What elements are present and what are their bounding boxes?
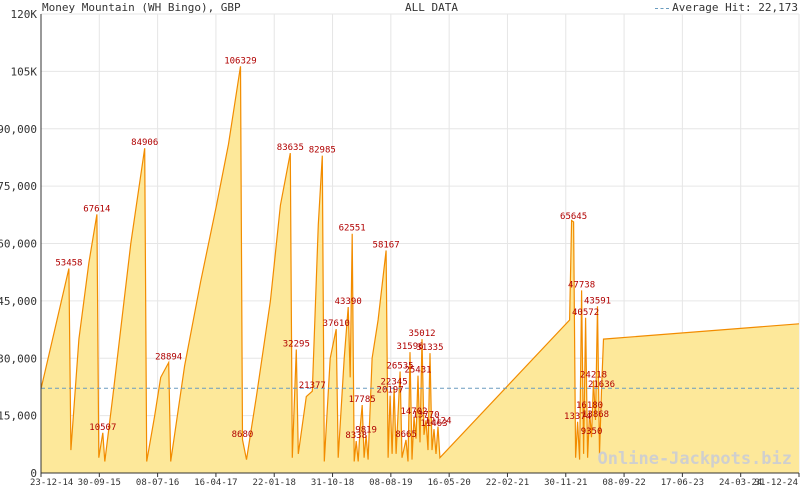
x-tick-label: 08-08-19 [369,478,412,488]
average-line-swatch [655,7,670,9]
x-tick-label: 23-12-14 [30,478,73,488]
hit-value-label: 43591 [584,296,611,306]
x-tick-label: 08-09-22 [602,478,645,488]
hit-value-label: 43390 [335,297,362,307]
range-label: ALL DATA [405,1,458,14]
y-tick-label: 60,000 [0,238,37,251]
hit-value-label: 53458 [55,259,82,269]
site-watermark: Online-Jackpots.biz [598,449,792,469]
x-tick-label: 31-12-24 [755,478,798,488]
x-tick-label: 08-07-16 [136,478,179,488]
hit-value-label: 14702 [400,407,427,417]
hit-value-label: 13770 [412,410,439,420]
x-tick-label: 24-03-24 [719,478,762,488]
chart-title: Money Mountain (WH Bingo), GBP [42,1,241,14]
hit-value-label: 13374 [564,412,591,422]
hit-value-label: 84906 [131,138,158,148]
hit-value-label: 12124 [424,417,451,427]
hit-value-label: 31596 [396,342,423,352]
hit-value-label: 40572 [572,308,599,318]
hit-value-label: 32295 [283,339,310,349]
hit-value-label: 8665 [395,430,417,440]
hit-value-label: 22345 [381,378,408,388]
hit-value-label: 8338 [345,431,367,441]
y-tick-label: 45,000 [0,295,37,308]
y-tick-label: 30,000 [0,352,37,365]
jackpot-area-fill [41,66,799,474]
hit-value-label: 26535 [387,362,414,372]
hit-value-label: 62551 [339,224,366,234]
x-tick-label: 17-06-23 [661,478,704,488]
hit-value-label: 83635 [277,143,304,153]
average-hit-legend-label: Average Hit: 22,173 [672,1,798,14]
y-tick-label: 120K [11,8,38,21]
hit-value-label: 9350 [581,427,603,437]
hit-value-label: 28894 [155,352,182,362]
y-tick-label: 105K [11,65,38,78]
hit-value-label: 58167 [373,241,400,251]
hit-value-label: 21636 [588,380,615,390]
x-tick-label: 31-10-18 [311,478,354,488]
hit-value-label: 17785 [349,395,376,405]
hit-value-label: 47738 [568,280,595,290]
x-tick-label: 22-01-18 [253,478,296,488]
y-tick-label: 75,000 [0,180,37,193]
hit-value-label: 16180 [576,401,603,411]
hit-value-label: 67614 [83,204,110,214]
hit-value-label: 20197 [377,386,404,396]
x-tick-label: 22-02-21 [486,478,529,488]
y-tick-label: 0 [30,467,37,480]
hit-value-label: 8680 [232,430,254,440]
hit-value-label: 13868 [582,410,609,420]
hit-value-label: 37610 [323,319,350,329]
hit-value-label: 106329 [224,56,257,66]
x-tick-label: 16-05-20 [427,478,470,488]
x-tick-label: 16-04-17 [194,478,237,488]
hit-value-label: 21377 [299,381,326,391]
hit-value-label: 10507 [89,423,116,433]
hit-value-label: 11463 [420,419,447,429]
hit-value-label: 9819 [355,425,377,435]
hit-value-label: 82985 [309,146,336,156]
jackpot-series-line [40,66,800,462]
y-tick-label: 15,000 [0,410,37,423]
hit-value-label: 25431 [404,366,431,376]
x-tick-label: 30-09-15 [78,478,121,488]
hit-value-label: 24218 [580,370,607,380]
y-tick-label: 90,000 [0,123,37,136]
hit-value-label: 65645 [560,212,587,222]
x-tick-label: 30-11-21 [544,478,587,488]
hit-value-label: 31335 [416,343,443,353]
average-hit-legend: Average Hit: 22,173 [655,1,798,14]
hit-value-label: 35012 [408,329,435,339]
